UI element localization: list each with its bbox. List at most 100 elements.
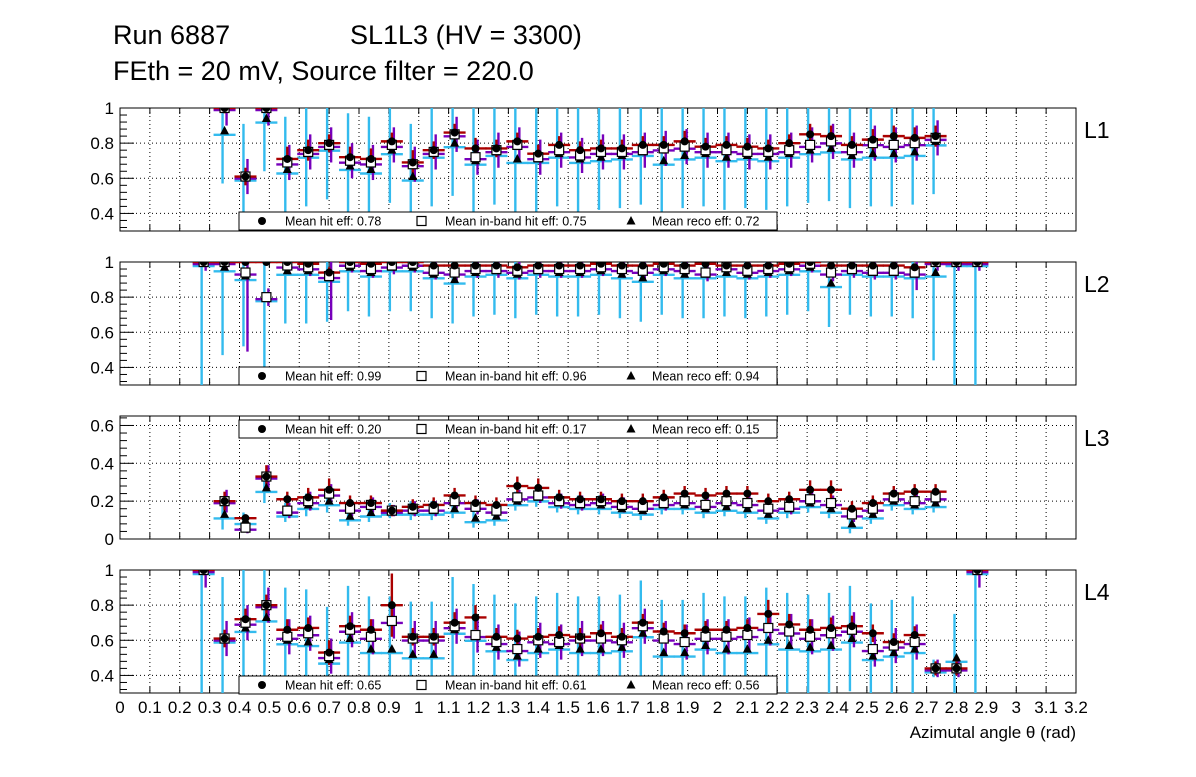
point-reco: [450, 503, 460, 513]
point-reco: [659, 647, 669, 657]
legend-l4: Mean hit eff: 0.65 Mean in-band hit eff: …: [238, 675, 778, 695]
x-tick-label: 0.5: [258, 698, 282, 717]
panel-label: L2: [1084, 271, 1110, 297]
point-hit: [764, 609, 773, 618]
point-hit: [241, 615, 250, 624]
legend-box: [238, 366, 778, 386]
point-hit: [220, 634, 229, 643]
point-hit: [764, 262, 773, 270]
y-tick-label: 0.6: [90, 169, 114, 188]
point-hit: [366, 154, 375, 163]
panel-label: L4: [1084, 579, 1110, 605]
point-hit: [680, 629, 689, 638]
legend-marker-reco: [626, 371, 636, 380]
data-l1: [213, 108, 947, 230]
point-hit: [408, 158, 417, 167]
point-hit: [827, 485, 836, 494]
point-reco: [617, 642, 627, 651]
point-hit: [262, 262, 271, 266]
point-hit: [617, 497, 626, 506]
point-hit: [638, 262, 647, 270]
point-hit: [910, 133, 919, 142]
point-reco: [366, 644, 376, 653]
point-hit: [220, 262, 229, 266]
point-hit: [387, 262, 396, 266]
y-tick-label: 0.4: [90, 454, 114, 473]
point-reco: [784, 640, 794, 650]
legend-inband: Mean in-band hit eff: 0.96: [445, 370, 587, 384]
x-axis: 0 0.1 0.2 0.3 0.4 0.5 0.6 0.7 0.8 0.9 1 1.1 1.2 1.3 1.…: [115, 698, 1088, 717]
legend-box: [238, 211, 778, 231]
panel-label: L3: [1084, 425, 1110, 451]
point-inband: [470, 152, 481, 163]
point-reco: [408, 649, 418, 658]
point-hit: [827, 132, 836, 141]
x-tick-label: 1.5: [556, 698, 580, 717]
point-hit: [806, 262, 815, 266]
point-hit: [429, 262, 438, 270]
point-hit: [847, 140, 856, 149]
point-inband: [261, 292, 272, 303]
point-hit: [304, 262, 313, 268]
point-hit: [283, 625, 292, 634]
point-hit: [241, 262, 250, 266]
point-hit: [387, 137, 396, 146]
point-hit: [847, 262, 856, 270]
point-hit: [534, 262, 543, 270]
point-hit: [513, 263, 522, 272]
point-hit: [241, 514, 250, 523]
point-hit: [534, 632, 543, 641]
point-hit: [346, 622, 355, 631]
point-reco: [638, 272, 648, 282]
point-hit: [806, 130, 815, 139]
point-hit: [743, 262, 752, 270]
point-reco: [847, 518, 857, 528]
point-reco: [408, 171, 418, 181]
point-reco: [471, 513, 481, 522]
point-hit: [429, 146, 438, 155]
point-hit: [868, 262, 877, 270]
point-hit: [701, 625, 710, 634]
y-tick-label: 0.2: [90, 492, 114, 511]
legend-reco: Mean reco eff: 0.72: [652, 215, 760, 229]
point-hit: [952, 262, 961, 266]
point-hit: [659, 493, 668, 502]
x-tick-label: 0.7: [317, 698, 341, 717]
point-inband: [742, 497, 753, 509]
point-hit: [931, 132, 940, 141]
point-hit: [576, 146, 585, 155]
point-inband: [700, 267, 711, 278]
point-hit: [513, 137, 522, 146]
data-l3: [213, 465, 947, 534]
x-tick-label: 2.2: [765, 698, 789, 717]
point-reco: [952, 652, 961, 662]
point-hit: [346, 499, 355, 508]
legend-l2: Mean hit eff: 0.99 Mean in-band hit eff: …: [238, 366, 778, 386]
point-hit: [910, 263, 919, 272]
panel-l3: 0 0.2 0.4 0.6 L3 Mean hit eff: 0.20 Mean in-ba…: [90, 415, 1110, 549]
point-hit: [387, 506, 396, 515]
point-hit: [492, 144, 501, 153]
point-hit: [325, 268, 334, 277]
point-hit: [450, 262, 459, 270]
point-hit: [366, 499, 375, 508]
x-tick-label: 1.7: [616, 698, 640, 717]
point-hit: [722, 262, 731, 270]
x-tick-label: 0.2: [168, 698, 192, 717]
point-hit: [743, 142, 752, 151]
point-hit: [471, 499, 480, 508]
legend-marker-reco: [626, 216, 636, 225]
point-hit: [596, 629, 605, 638]
point-hit: [471, 613, 480, 622]
point-hit: [827, 623, 836, 632]
legend-marker-inband: [416, 679, 427, 691]
point-hit: [659, 140, 668, 149]
point-reco: [596, 644, 606, 653]
point-hit: [785, 495, 794, 504]
point-hit: [492, 632, 501, 641]
point-reco: [910, 644, 920, 653]
point-hit: [743, 489, 752, 498]
x-tick-label: 1.3: [497, 698, 521, 717]
point-hit: [408, 502, 417, 511]
point-reco: [889, 148, 899, 158]
